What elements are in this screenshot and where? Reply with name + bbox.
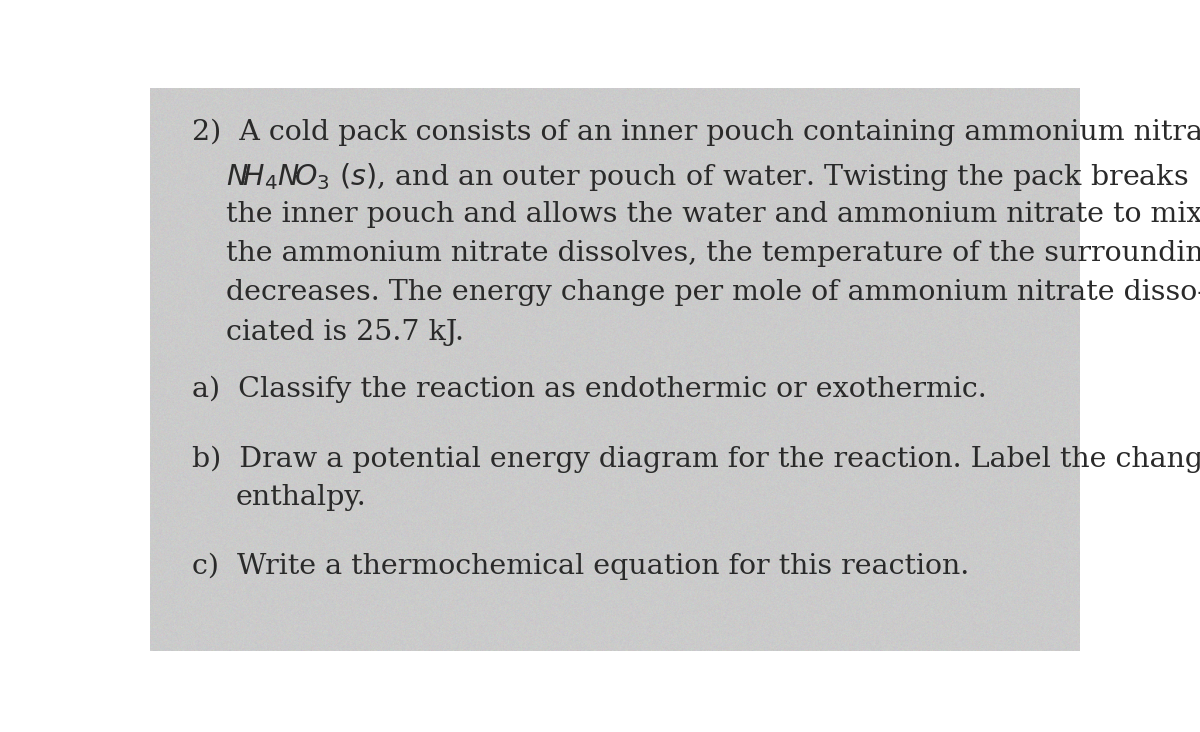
Text: enthalpy.: enthalpy. xyxy=(235,484,366,510)
Text: $\mathit{N\!H_4N\!O_3\ (s)}$, and an outer pouch of water. Twisting the pack bre: $\mathit{N\!H_4N\!O_3\ (s)}$, and an out… xyxy=(227,161,1189,193)
Text: decreases. The energy change per mole of ammonium nitrate disso-: decreases. The energy change per mole of… xyxy=(227,280,1200,307)
Text: ciated is 25.7 kJ.: ciated is 25.7 kJ. xyxy=(227,319,464,346)
Text: the inner pouch and allows the water and ammonium nitrate to mix. As: the inner pouch and allows the water and… xyxy=(227,201,1200,228)
Text: the ammonium nitrate dissolves, the temperature of the surroundings: the ammonium nitrate dissolves, the temp… xyxy=(227,240,1200,267)
Text: a)  Classify the reaction as endothermic or exothermic.: a) Classify the reaction as endothermic … xyxy=(192,376,986,403)
Text: c)  Write a thermochemical equation for this reaction.: c) Write a thermochemical equation for t… xyxy=(192,553,970,580)
Text: b)  Draw a potential energy diagram for the reaction. Label the change in: b) Draw a potential energy diagram for t… xyxy=(192,446,1200,473)
Text: 2)  A cold pack consists of an inner pouch containing ammonium nitrate,: 2) A cold pack consists of an inner pouc… xyxy=(192,119,1200,146)
